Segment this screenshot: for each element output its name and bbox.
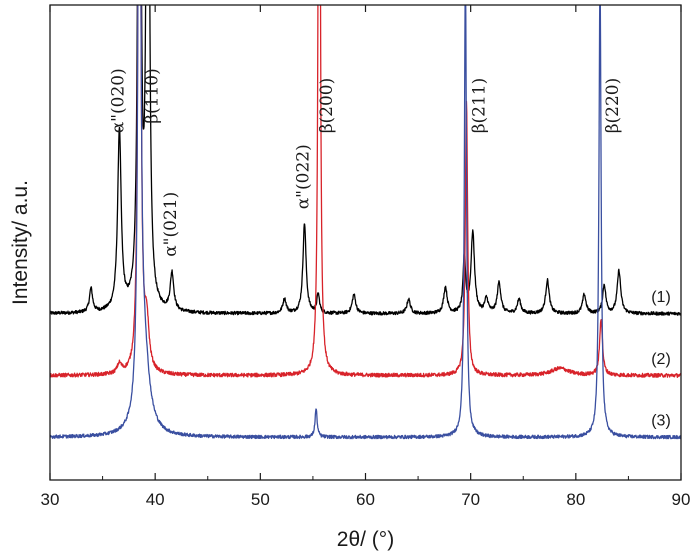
x-tick-label: 30 <box>41 490 60 509</box>
series-line-1 <box>50 5 681 316</box>
series-line-3 <box>50 5 681 440</box>
peak-annotation: α"(020) <box>109 68 129 133</box>
series-line-2 <box>50 5 681 378</box>
x-tick-label: 40 <box>146 490 165 509</box>
x-axis-title: 2θ/ (°) <box>337 528 394 551</box>
curve-labels: (1) (2) (3) <box>651 289 671 430</box>
x-axis-ticks: 30 40 50 60 70 80 90 <box>41 5 691 509</box>
series-label: (1) <box>651 289 671 306</box>
x-tick-label: 70 <box>461 490 480 509</box>
peak-annotation: β(220) <box>603 78 623 134</box>
peak-annotation: β(211) <box>469 78 489 134</box>
x-tick-label: 50 <box>251 490 270 509</box>
peak-annotation: α"(021) <box>161 192 181 257</box>
x-tick-label: 60 <box>356 490 375 509</box>
y-axis-title: Intensity/ a.u. <box>9 180 32 305</box>
curves-layer <box>50 5 681 440</box>
peak-annotation: α"(022) <box>294 144 314 209</box>
series-label: (2) <box>651 351 671 368</box>
x-tick-label: 80 <box>566 490 585 509</box>
peak-annotation: β(110) <box>142 68 162 124</box>
x-tick-label: 90 <box>672 490 691 509</box>
series-label: (3) <box>651 413 671 430</box>
peak-annotation: β(200) <box>317 78 337 134</box>
peak-annotations: α"(020) β(110) α"(021) α"(022)β(200) β(211) β… <box>109 68 623 257</box>
